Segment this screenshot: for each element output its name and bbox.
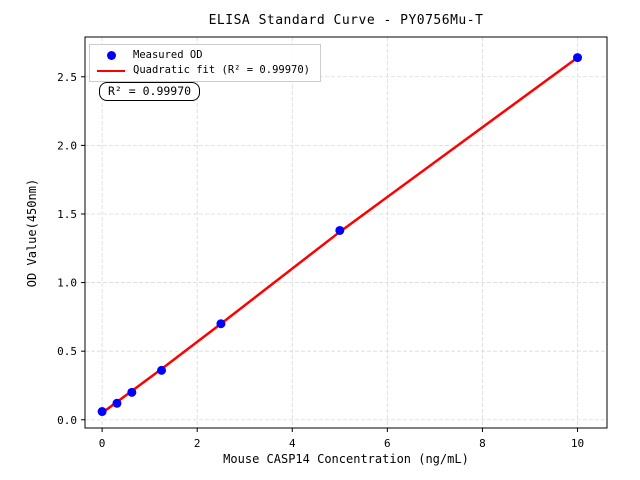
measured-od-point <box>112 398 122 408</box>
legend-item-measured-od: Measured OD <box>96 48 310 63</box>
legend-label-quadratic-fit: Quadratic fit (R² = 0.99970) <box>133 64 311 76</box>
x-tick-label: 2 <box>194 437 201 450</box>
x-axis-label: Mouse CASP14 Concentration (ng/mL) <box>223 452 469 466</box>
y-tick-label: 1.0 <box>57 277 77 290</box>
blue-dot-marker-icon <box>106 51 116 60</box>
x-tick-label: 10 <box>571 437 584 450</box>
measured-od-point <box>157 365 167 375</box>
legend-item-quadratic-fit: Quadratic fit (R² = 0.99970) <box>96 63 310 78</box>
plot-border <box>84 36 608 429</box>
measured-od-point <box>335 225 345 235</box>
y-tick-label: 0.0 <box>57 414 77 427</box>
measured-od-point <box>97 407 107 417</box>
r-squared-annotation: R² = 0.99970 <box>99 82 201 101</box>
measured-od-point <box>573 53 583 63</box>
measured-od-point <box>216 319 226 329</box>
legend-handle <box>96 51 126 60</box>
x-tick-label: 8 <box>479 437 486 450</box>
y-tick-label: 2.5 <box>57 71 77 84</box>
x-tick-label: 0 <box>99 437 106 450</box>
y-axis-label: OD Value(450nm) <box>25 178 39 288</box>
y-tick-label: 2.0 <box>57 139 77 152</box>
y-tick-label: 0.5 <box>57 345 77 358</box>
y-tick-label: 1.5 <box>57 208 77 221</box>
chart-title: ELISA Standard Curve - PY0756Mu-T <box>208 13 484 28</box>
x-tick-label: 4 <box>289 437 296 450</box>
x-tick-label: 6 <box>384 437 391 450</box>
legend: Measured OD Quadratic fit (R² = 0.99970) <box>89 44 322 82</box>
red-line-marker-icon <box>97 69 125 72</box>
legend-label-measured-od: Measured OD <box>133 49 203 61</box>
measured-od-point <box>127 387 137 397</box>
quadratic-fit-line <box>100 56 579 415</box>
legend-handle <box>96 69 126 72</box>
